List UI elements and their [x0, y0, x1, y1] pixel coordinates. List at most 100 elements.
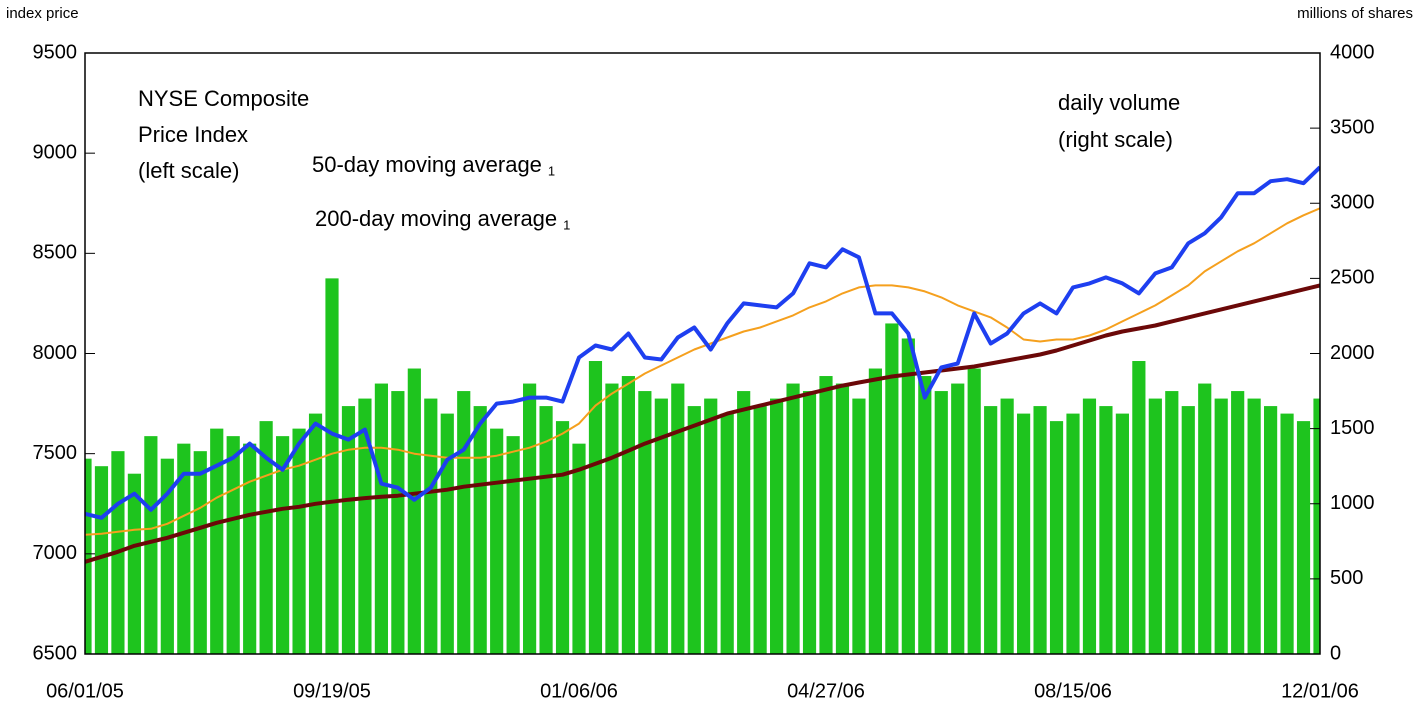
volume-bar — [687, 406, 701, 654]
volume-bar — [819, 376, 833, 654]
volume-bar — [1165, 391, 1179, 654]
x-tick-label: 04/27/06 — [787, 680, 865, 702]
volume-bar — [160, 458, 174, 654]
volume-bar — [85, 458, 92, 654]
series-label: 200-day moving average — [315, 206, 557, 231]
volume-bar — [144, 436, 158, 654]
volume-bar — [704, 398, 718, 654]
volume-bar — [605, 383, 619, 654]
y2-tick-label: 4000 — [1330, 41, 1375, 63]
volume-bar — [802, 391, 817, 654]
volume-bar — [391, 391, 405, 654]
volume-bar — [770, 398, 784, 654]
volume-bar — [177, 443, 191, 654]
volume-bar — [539, 406, 553, 654]
y2-tick-label: 3000 — [1330, 192, 1375, 214]
y2-tick-label: 2000 — [1330, 342, 1375, 364]
volume-bar — [588, 361, 603, 654]
volume-bar — [1264, 406, 1278, 654]
volume-bar — [901, 338, 915, 654]
volume-bar — [1280, 413, 1294, 654]
volume-bar — [407, 368, 421, 654]
volume-bar — [308, 413, 323, 654]
volume-bar — [654, 398, 668, 654]
line — [85, 165, 1320, 520]
y-tick-label: 6500 — [33, 642, 78, 664]
volume-bar — [951, 383, 965, 654]
volume-bar — [786, 383, 800, 654]
volume-bar — [1082, 398, 1097, 654]
volume-bar — [737, 391, 751, 654]
volume-bar — [523, 383, 537, 654]
volume-bar — [358, 398, 372, 654]
volume-bar — [934, 391, 948, 654]
y-tick-label: 8500 — [33, 242, 78, 264]
volume-bar — [424, 398, 438, 654]
volume-bar — [1231, 391, 1245, 654]
footnote-marker: 1 — [548, 163, 555, 178]
y2-tick-label: 2500 — [1330, 267, 1375, 289]
series-label: (left scale) — [138, 158, 239, 183]
volume-bar — [506, 436, 520, 654]
volume-bar — [572, 443, 586, 654]
series-label: NYSE Composite — [138, 86, 309, 111]
x-tick-label: 06/01/05 — [46, 680, 124, 702]
series-label: Price Index — [138, 122, 248, 147]
volume-bar — [671, 383, 685, 654]
y2-tick-label: 1000 — [1330, 492, 1375, 514]
volume-bar — [1247, 398, 1261, 654]
volume-bar — [1066, 413, 1080, 654]
volume-bar — [1148, 398, 1162, 654]
volume-bar — [835, 383, 850, 654]
y-axis-title: index price — [6, 5, 79, 22]
x-tick-label: 01/06/06 — [540, 680, 618, 702]
volume-bar — [325, 278, 339, 654]
volume-bar — [210, 428, 224, 654]
volume-bar — [885, 323, 899, 654]
volume-bar — [638, 391, 652, 654]
volume-bar — [292, 428, 306, 654]
y-tick-label: 8000 — [33, 342, 78, 364]
volume-bar — [341, 406, 356, 654]
volume-bar — [1198, 383, 1212, 654]
volume-bar — [226, 436, 240, 654]
volume-bar — [374, 383, 388, 654]
volume-bar — [1181, 406, 1195, 654]
volume-bar — [555, 421, 570, 654]
y-tick-label: 9500 — [33, 41, 78, 63]
volume-bar — [1033, 406, 1047, 654]
volume-bar — [852, 398, 866, 654]
x-tick-label: 08/15/06 — [1034, 680, 1112, 702]
plot-area — [85, 165, 1320, 654]
volume-bar — [193, 451, 207, 654]
volume-bar — [127, 473, 141, 654]
volume-bar — [1017, 413, 1031, 654]
volume-bar — [621, 376, 635, 654]
series-label: daily volume — [1058, 90, 1180, 115]
y2-tick-label: 3500 — [1330, 116, 1375, 138]
footnote-marker: 1 — [563, 217, 570, 232]
x-tick-label: 12/01/06 — [1281, 680, 1359, 702]
x-tick-label: 09/19/05 — [293, 680, 371, 702]
volume-bar — [457, 391, 471, 654]
y-tick-label: 9000 — [33, 141, 78, 163]
volume-bar — [1000, 398, 1014, 654]
volume-bar — [490, 428, 504, 654]
volume-bar — [276, 436, 290, 654]
volume-bar — [473, 406, 487, 654]
volume-bar — [918, 376, 932, 654]
volume-bar — [967, 368, 981, 654]
volume-bar — [243, 443, 257, 654]
volume-bar — [1099, 406, 1113, 654]
y-tick-label: 7000 — [33, 542, 78, 564]
volume-bar — [720, 413, 734, 654]
series-label: (right scale) — [1058, 127, 1173, 152]
volume-bar — [1115, 413, 1129, 654]
y2-tick-label: 500 — [1330, 567, 1363, 589]
line — [85, 283, 1320, 564]
y-tick-label: 7500 — [33, 442, 78, 464]
volume-bar — [1296, 421, 1311, 654]
volume-bar — [868, 368, 882, 654]
volume-bar — [440, 413, 454, 654]
